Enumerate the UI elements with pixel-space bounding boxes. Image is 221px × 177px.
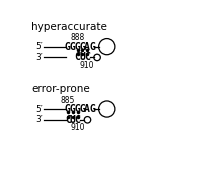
Text: 5′: 5′ xyxy=(35,105,43,113)
Text: C: C xyxy=(84,52,90,62)
Text: G: G xyxy=(79,104,85,114)
Text: U: U xyxy=(70,115,76,125)
Text: G: G xyxy=(65,104,71,114)
Text: U: U xyxy=(79,52,85,62)
Text: C: C xyxy=(65,115,71,125)
Text: G: G xyxy=(89,42,95,52)
Text: 885: 885 xyxy=(61,96,75,105)
Text: 3′: 3′ xyxy=(35,115,43,124)
Text: hyperaccurate: hyperaccurate xyxy=(32,22,107,32)
Text: 888: 888 xyxy=(70,33,85,42)
Text: 910: 910 xyxy=(70,123,85,132)
Text: G: G xyxy=(75,104,80,114)
Text: C: C xyxy=(75,52,80,62)
Text: G: G xyxy=(70,42,76,52)
Text: C: C xyxy=(75,115,80,125)
Text: G: G xyxy=(70,104,76,114)
Text: 910: 910 xyxy=(80,61,94,70)
Text: A: A xyxy=(84,104,90,114)
Text: G: G xyxy=(89,104,95,114)
Text: G: G xyxy=(75,42,80,52)
Text: G: G xyxy=(79,42,85,52)
Text: 5′: 5′ xyxy=(35,42,43,51)
Text: A: A xyxy=(84,42,90,52)
Text: 3′: 3′ xyxy=(35,53,43,62)
Text: error-prone: error-prone xyxy=(32,84,90,94)
Text: G: G xyxy=(65,42,71,52)
